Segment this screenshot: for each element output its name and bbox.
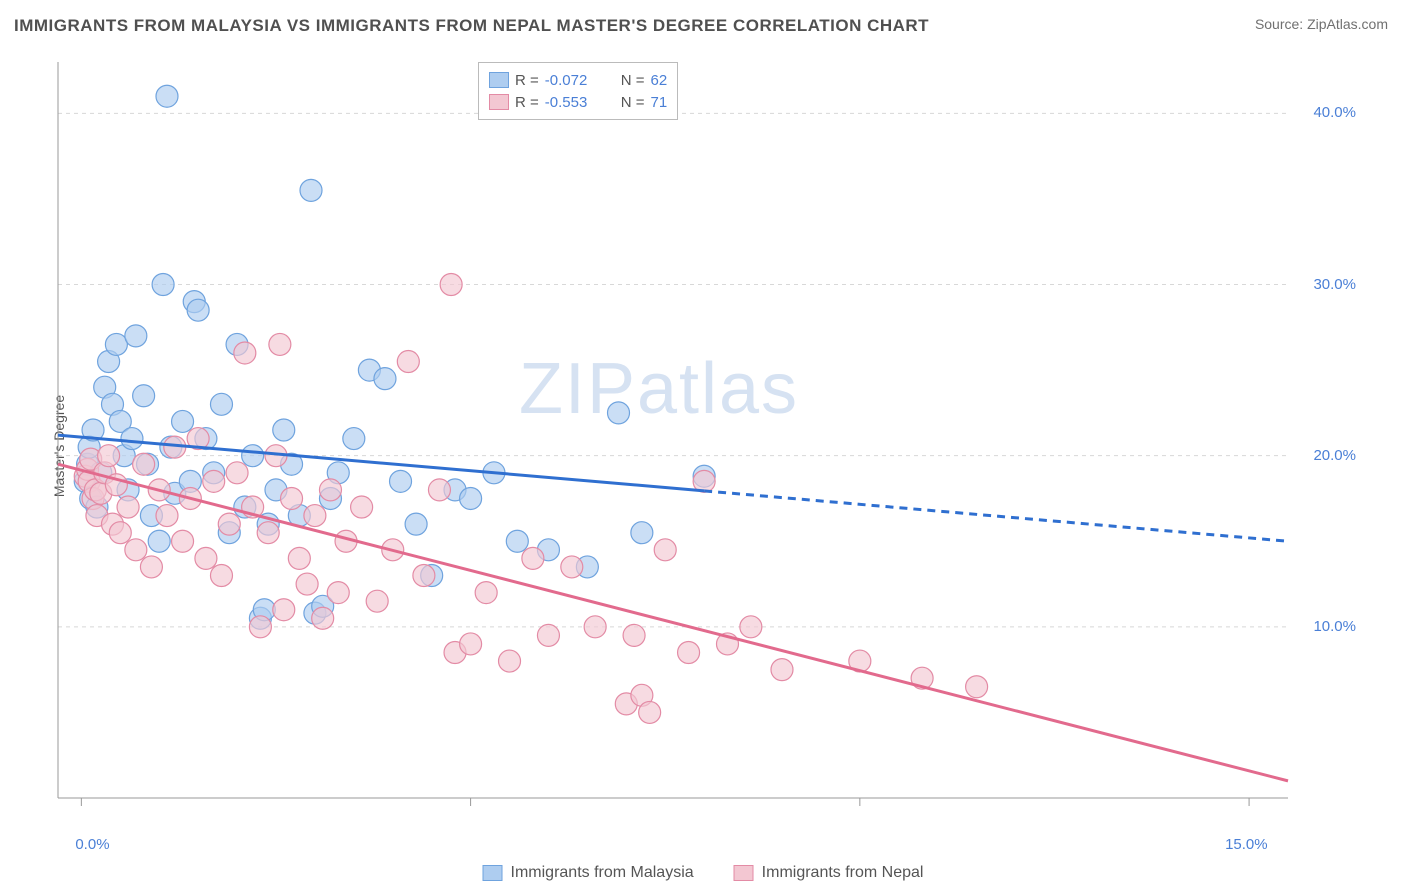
trend-line	[58, 464, 1288, 781]
plot-area: ZIPatlas R = -0.072 N = 62 R = -0.553 N …	[48, 58, 1348, 828]
y-tick-label: 30.0%	[1286, 276, 1356, 293]
scatter-point	[561, 556, 583, 578]
series-legend: Immigrants from Malaysia Immigrants from …	[483, 864, 924, 882]
scatter-point	[522, 547, 544, 569]
scatter-point	[639, 701, 661, 723]
scatter-point	[390, 470, 412, 492]
scatter-point	[125, 539, 147, 561]
scatter-point	[296, 573, 318, 595]
scatter-point	[327, 582, 349, 604]
scatter-point	[537, 624, 559, 646]
scatter-point	[499, 650, 521, 672]
scatter-point	[133, 385, 155, 407]
scatter-point	[771, 659, 793, 681]
scatter-point	[319, 479, 341, 501]
x-tick-label: 15.0%	[1225, 836, 1268, 853]
scatter-point	[343, 428, 365, 450]
scatter-point	[98, 445, 120, 467]
scatter-point	[203, 470, 225, 492]
scatter-point	[187, 299, 209, 321]
legend-row: R = -0.072 N = 62	[489, 69, 667, 91]
scatter-point	[121, 428, 143, 450]
scatter-point	[281, 487, 303, 509]
scatter-point	[172, 530, 194, 552]
scatter-point	[269, 333, 291, 355]
scatter-point	[304, 505, 326, 527]
scatter-point	[428, 479, 450, 501]
scatter-point	[740, 616, 762, 638]
legend-swatch	[489, 94, 509, 110]
scatter-point	[405, 513, 427, 535]
scatter-point	[374, 368, 396, 390]
scatter-point	[242, 445, 264, 467]
source-label: Source: ZipAtlas.com	[1255, 16, 1388, 32]
y-tick-label: 40.0%	[1286, 104, 1356, 121]
y-tick-label: 10.0%	[1286, 618, 1356, 635]
scatter-point	[234, 342, 256, 364]
chart-container: IMMIGRANTS FROM MALAYSIA VS IMMIGRANTS F…	[0, 0, 1406, 892]
scatter-point	[133, 453, 155, 475]
legend-item: Immigrants from Malaysia	[483, 864, 694, 882]
scatter-point	[608, 402, 630, 424]
scatter-point	[631, 522, 653, 544]
scatter-point	[312, 607, 334, 629]
scatter-point	[156, 85, 178, 107]
scatter-point	[273, 599, 295, 621]
scatter-point	[152, 274, 174, 296]
scatter-point	[413, 564, 435, 586]
trend-line-dashed	[704, 491, 1288, 541]
scatter-point	[257, 522, 279, 544]
scatter-point	[140, 556, 162, 578]
scatter-point	[125, 325, 147, 347]
scatter-point	[654, 539, 676, 561]
scatter-point	[226, 462, 248, 484]
scatter-point	[249, 616, 271, 638]
correlation-legend: R = -0.072 N = 62 R = -0.553 N = 71	[478, 62, 678, 120]
legend-row: R = -0.553 N = 71	[489, 91, 667, 113]
scatter-point	[397, 351, 419, 373]
scatter-point	[172, 410, 194, 432]
scatter-point	[109, 522, 131, 544]
scatter-point	[678, 642, 700, 664]
scatter-point	[475, 582, 497, 604]
scatter-point	[210, 564, 232, 586]
legend-label: Immigrants from Nepal	[762, 864, 924, 882]
scatter-point	[218, 513, 240, 535]
scatter-point	[460, 633, 482, 655]
y-tick-label: 20.0%	[1286, 447, 1356, 464]
x-tick-label: 0.0%	[75, 836, 109, 853]
scatter-point	[148, 530, 170, 552]
chart-title: IMMIGRANTS FROM MALAYSIA VS IMMIGRANTS F…	[14, 16, 929, 36]
scatter-point	[440, 274, 462, 296]
scatter-point	[156, 505, 178, 527]
legend-swatch	[483, 865, 503, 881]
scatter-point	[623, 624, 645, 646]
scatter-point	[460, 487, 482, 509]
scatter-point	[117, 496, 139, 518]
legend-swatch	[489, 72, 509, 88]
scatter-svg	[48, 58, 1348, 828]
scatter-point	[966, 676, 988, 698]
scatter-point	[300, 179, 322, 201]
scatter-point	[273, 419, 295, 441]
scatter-point	[584, 616, 606, 638]
scatter-point	[506, 530, 528, 552]
legend-label: Immigrants from Malaysia	[511, 864, 694, 882]
scatter-point	[105, 333, 127, 355]
legend-swatch	[734, 865, 754, 881]
scatter-point	[351, 496, 373, 518]
scatter-point	[288, 547, 310, 569]
scatter-point	[195, 547, 217, 569]
legend-item: Immigrants from Nepal	[734, 864, 924, 882]
scatter-point	[210, 393, 232, 415]
scatter-point	[366, 590, 388, 612]
